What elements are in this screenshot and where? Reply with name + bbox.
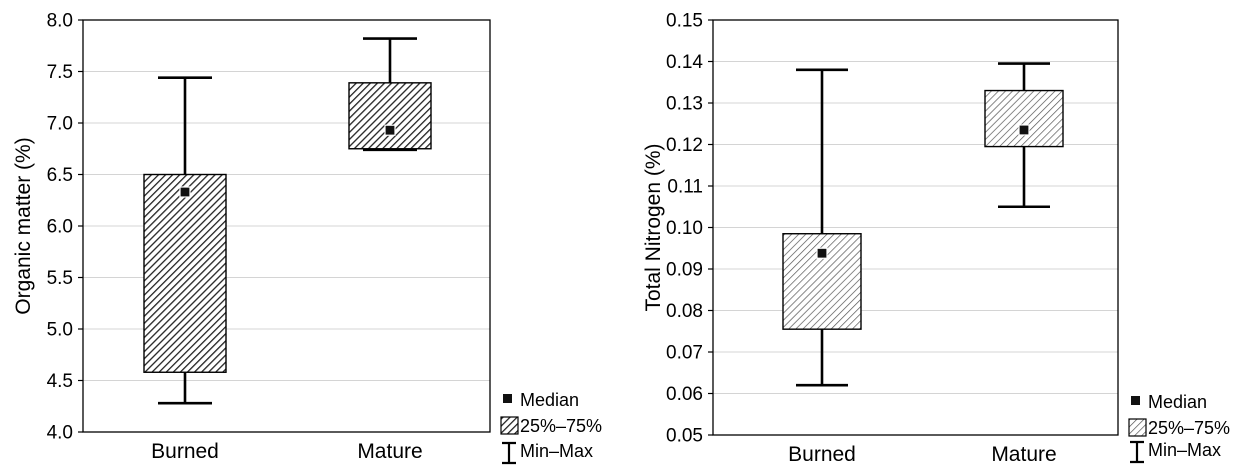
x-category-label: Mature [991,443,1056,466]
x-category-labels: Burned Mature [151,440,423,463]
y-tick-label: 0.14 [666,52,703,73]
legend-median-marker [503,394,512,403]
y-axis-label: Total Nitrogen (%) [642,143,665,311]
iqr-box [143,173,227,373]
box-burned [782,68,862,387]
plot-frame [712,19,1119,436]
y-tick-label: 0.05 [666,426,703,447]
y-tick-label: 6.5 [47,165,73,186]
median-marker [816,247,828,259]
y-tick-label: 7.5 [47,62,73,83]
legend-range-symbol [1130,440,1144,464]
y-ticks: 4.0 4.5 5.0 5.5 6.0 6.5 7.0 7.5 8.0 [47,11,83,444]
total-nitrogen-chart: 0.05 0.06 0.07 0.08 0.09 0.10 0.11 0.12 0.13 0.14… [642,11,1230,466]
legend-iqr-label: 25%–75% [520,416,602,436]
median-marker [179,186,191,198]
boxes [143,37,432,405]
legend-iqr-swatch [500,416,519,435]
legend-median-label: Median [1148,392,1207,412]
y-tick-label: 0.09 [666,260,703,281]
y-tick-label: 0.10 [666,218,703,239]
boxes [782,62,1064,387]
y-tick-label: 7.0 [47,114,73,135]
median-marker [1018,124,1030,136]
legend-range-label: Min–Max [1148,440,1221,460]
y-tick-label: 0.08 [666,301,703,322]
x-category-labels: Burned Mature [788,443,1057,466]
y-ticks: 0.05 0.06 0.07 0.08 0.09 0.10 0.11 0.12 0.13 0.14… [666,11,713,447]
plot-frame [82,19,491,433]
y-tick-label: 5.5 [47,268,73,289]
x-category-label: Burned [788,443,856,466]
organic-matter-chart: 4.0 4.5 5.0 5.5 6.0 6.5 7.0 7.5 8.0 Burned Mature… [12,11,602,465]
y-tick-label: 0.07 [666,343,703,364]
legend: Median 25%–75% Min–Max [1128,392,1230,464]
y-tick-label: 0.15 [666,11,703,32]
y-tick-label: 4.5 [47,371,73,392]
y-tick-label: 0.06 [666,384,703,405]
legend: Median 25%–75% Min–Max [500,390,602,465]
legend-range-symbol [502,441,516,465]
y-tick-label: 0.11 [667,177,703,198]
y-tick-label: 0.13 [666,94,703,115]
iqr-box [984,89,1064,148]
median-marker [384,124,396,136]
x-category-label: Burned [151,440,219,463]
box-mature [348,37,432,152]
y-tick-label: 6.0 [47,217,73,238]
y-tick-label: 8.0 [47,11,73,32]
box-mature [984,62,1064,209]
y-axis-label: Organic matter (%) [12,137,35,314]
y-tick-label: 5.0 [47,320,73,341]
iqr-box [348,82,432,150]
y-tick-label: 4.0 [47,423,73,444]
x-category-label: Mature [357,440,422,463]
legend-iqr-swatch [1128,418,1147,437]
legend-range-label: Min–Max [520,441,593,461]
y-tick-label: 0.12 [666,135,703,156]
box-burned [143,76,227,405]
legend-median-marker [1131,396,1140,405]
legend-median-label: Median [520,390,579,410]
legend-iqr-label: 25%–75% [1148,418,1230,438]
